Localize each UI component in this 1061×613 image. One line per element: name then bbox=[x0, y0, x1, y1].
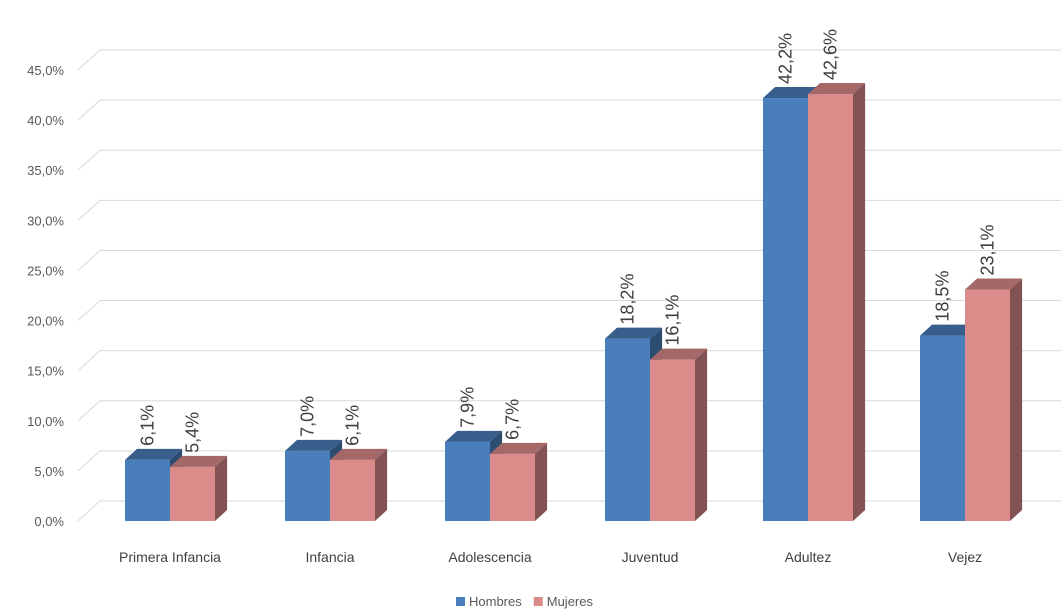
y-tick-label: 35,0% bbox=[27, 163, 64, 178]
category-label: Juventud bbox=[622, 549, 679, 565]
category-label: Vejez bbox=[948, 549, 982, 565]
bar-top bbox=[125, 448, 183, 460]
bars bbox=[125, 83, 1023, 521]
y-tick-label: 15,0% bbox=[27, 364, 64, 379]
bar-top bbox=[445, 430, 503, 442]
data-label: 42,2% bbox=[776, 33, 796, 84]
bar-side bbox=[853, 83, 866, 521]
data-label: 6,7% bbox=[503, 399, 523, 440]
y-tick-label: 40,0% bbox=[27, 113, 64, 128]
bar-front bbox=[808, 94, 853, 521]
gridline bbox=[77, 149, 1061, 171]
bar-top bbox=[965, 278, 1023, 290]
category-label: Adultez bbox=[785, 549, 832, 565]
bar-front bbox=[965, 289, 1010, 521]
bar-front bbox=[330, 459, 375, 521]
legend-swatch bbox=[533, 597, 543, 606]
data-label: 16,1% bbox=[663, 295, 683, 346]
bar-top bbox=[330, 448, 388, 460]
bar-top bbox=[490, 442, 548, 454]
data-labels: 6,1% 5,4% 7,0% 6,1% 7,9% 6,7% 18,2% 16,1% 42,2% 4… bbox=[138, 29, 998, 453]
x-axis-category-labels: Primera Infancia Infancia Adolescencia Juve… bbox=[119, 549, 982, 565]
data-label: 6,1% bbox=[138, 405, 158, 446]
bar-front bbox=[170, 466, 215, 521]
bar-side bbox=[695, 348, 708, 521]
bar-side bbox=[375, 448, 388, 521]
bar-mujeres-4 bbox=[808, 83, 866, 521]
data-label: 42,6% bbox=[821, 29, 841, 80]
bar-mujeres-1 bbox=[330, 448, 388, 521]
bar-front bbox=[605, 338, 650, 521]
bar-top bbox=[605, 327, 663, 339]
legend-swatch bbox=[456, 597, 465, 606]
bar-front bbox=[445, 441, 490, 521]
bar-top bbox=[920, 324, 978, 336]
gridline bbox=[77, 350, 1061, 372]
bar-top bbox=[650, 348, 708, 360]
legend-label: Mujeres bbox=[547, 594, 594, 609]
data-label: 6,1% bbox=[343, 405, 363, 446]
bar-mujeres-5 bbox=[965, 278, 1023, 521]
y-tick-label: 30,0% bbox=[27, 213, 64, 228]
data-label: 18,5% bbox=[933, 271, 953, 322]
bar-front bbox=[285, 450, 330, 521]
gridline bbox=[77, 450, 1061, 472]
gridline bbox=[77, 99, 1061, 121]
category-label: Infancia bbox=[305, 549, 354, 565]
y-tick-label: 0,0% bbox=[34, 514, 64, 529]
bar-mujeres-0 bbox=[170, 455, 228, 521]
gridline bbox=[77, 249, 1061, 271]
y-tick-label: 25,0% bbox=[27, 263, 64, 278]
gridline bbox=[77, 199, 1061, 221]
data-label: 18,2% bbox=[618, 274, 638, 325]
bar-front bbox=[763, 98, 808, 521]
y-tick-label: 45,0% bbox=[27, 63, 64, 78]
grid-lines bbox=[77, 49, 1061, 522]
y-tick-label: 5,0% bbox=[34, 464, 64, 479]
bar-top bbox=[285, 439, 343, 451]
data-label: 7,9% bbox=[458, 387, 478, 428]
gridline bbox=[77, 400, 1061, 422]
bar-top bbox=[808, 83, 866, 95]
data-label: 5,4% bbox=[183, 412, 203, 453]
legend: Hombres Mujeres bbox=[456, 594, 593, 609]
category-label: Adolescencia bbox=[448, 549, 531, 565]
gridline bbox=[77, 49, 1061, 71]
bar-front bbox=[920, 335, 965, 521]
bar-hombres-5 bbox=[920, 324, 978, 521]
bar-front bbox=[650, 359, 695, 521]
bar-mujeres-3 bbox=[650, 348, 708, 521]
y-tick-label: 20,0% bbox=[27, 314, 64, 329]
bar-top bbox=[170, 455, 228, 467]
bar-front bbox=[490, 453, 535, 521]
bar-front bbox=[125, 459, 170, 521]
bar-top bbox=[763, 87, 821, 99]
bar-side bbox=[535, 442, 548, 521]
data-label: 23,1% bbox=[978, 224, 998, 275]
category-label: Primera Infancia bbox=[119, 549, 221, 565]
bar-side bbox=[1010, 278, 1023, 521]
legend-label: Hombres bbox=[469, 594, 522, 609]
bar-mujeres-2 bbox=[490, 442, 548, 521]
bar-side bbox=[215, 455, 228, 521]
y-tick-label: 10,0% bbox=[27, 414, 64, 429]
gridline bbox=[77, 500, 1061, 522]
data-label: 7,0% bbox=[298, 396, 318, 437]
y-axis-tick-labels: 0,0% 5,0% 10,0% 15,0% 20,0% 25,0% 30,0% 35,0% 40… bbox=[27, 63, 64, 529]
gridline bbox=[77, 300, 1061, 321]
